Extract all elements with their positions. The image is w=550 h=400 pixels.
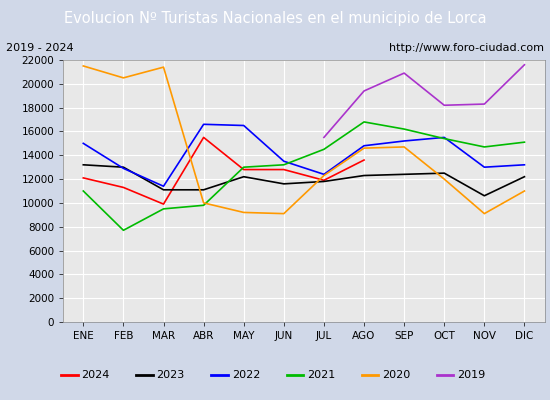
Text: 2021: 2021 [307, 370, 335, 380]
Text: Evolucion Nº Turistas Nacionales en el municipio de Lorca: Evolucion Nº Turistas Nacionales en el m… [64, 12, 486, 26]
Text: 2019 - 2024: 2019 - 2024 [6, 43, 73, 53]
Text: 2024: 2024 [81, 370, 109, 380]
Text: 2023: 2023 [156, 370, 185, 380]
Text: 2019: 2019 [457, 370, 486, 380]
Text: http://www.foro-ciudad.com: http://www.foro-ciudad.com [389, 43, 544, 53]
Text: 2020: 2020 [382, 370, 410, 380]
Text: 2022: 2022 [232, 370, 260, 380]
